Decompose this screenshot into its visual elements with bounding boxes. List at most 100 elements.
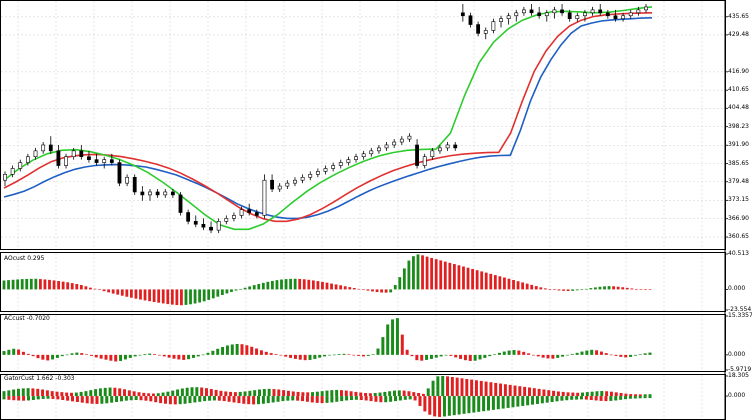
bull-candle: [628, 12, 633, 17]
histogram-bar: [107, 289, 111, 293]
histogram-bar: [470, 379, 474, 397]
histogram-bar: [595, 350, 599, 355]
histogram-bar: [501, 396, 505, 409]
histogram-bar: [65, 354, 69, 356]
histogram-bar: [264, 351, 268, 355]
histogram-bar: [384, 289, 388, 293]
bull-candle: [300, 176, 305, 181]
histogram-bar: [460, 378, 464, 397]
pane-frames: [0, 0, 726, 420]
histogram-bar: [459, 354, 463, 359]
histogram-bar: [168, 396, 172, 405]
histogram-bar: [172, 354, 176, 359]
histogram-bar: [503, 384, 507, 397]
histogram-bar: [366, 289, 370, 291]
histogram-bar: [523, 386, 527, 397]
histogram-bar: [253, 390, 257, 397]
bull-candle: [369, 150, 374, 155]
histogram-bar: [466, 267, 470, 290]
price-tick-label: 435.65: [728, 12, 749, 20]
histogram-bar: [16, 279, 20, 290]
histogram-bar: [302, 279, 306, 290]
histogram-bar: [149, 396, 153, 402]
bull-candle: [392, 141, 397, 146]
histogram-bar: [190, 387, 194, 397]
bear-candle: [109, 159, 114, 163]
price-tick-label: 404.48: [728, 104, 749, 112]
histogram-bar: [232, 396, 236, 403]
histogram-bar: [216, 289, 220, 297]
histogram-bar: [65, 392, 69, 397]
moving-average-line: [3, 17, 653, 220]
histogram-bar: [506, 396, 510, 408]
histogram-bar: [525, 283, 529, 290]
histogram-bar: [138, 354, 142, 356]
histogram-bar: [56, 396, 60, 400]
histogram-bar: [284, 279, 288, 290]
pane-border: [0, 0, 726, 250]
accust-pane[interactable]: [2, 315, 728, 371]
histogram-bar: [502, 351, 506, 355]
histogram-bar: [518, 386, 522, 397]
bull-candle: [499, 18, 503, 22]
bear-candle: [560, 9, 564, 14]
histogram-bar: [198, 396, 202, 402]
pane-border: [0, 252, 726, 312]
bull-candle: [33, 150, 38, 158]
histogram-bar: [325, 282, 329, 290]
histogram-bar: [633, 396, 637, 399]
histogram-bar: [522, 351, 526, 355]
histogram-bar: [26, 353, 30, 355]
bull-candle: [232, 215, 236, 219]
histogram-bar: [202, 289, 206, 302]
aocust-pane[interactable]: [2, 253, 728, 311]
histogram-bar: [98, 289, 101, 291]
histogram-bar: [85, 354, 89, 355]
bear-candle: [254, 212, 259, 216]
histogram-bar: [7, 280, 10, 290]
histogram-bar: [516, 396, 520, 407]
bull-candle: [544, 12, 549, 17]
histogram-bar: [66, 282, 70, 290]
histogram-bar: [407, 260, 411, 290]
price-pane[interactable]: [3, 4, 653, 234]
histogram-bar: [320, 396, 324, 404]
bear-candle: [415, 144, 419, 166]
histogram-bar: [293, 278, 297, 290]
histogram-bar: [545, 396, 549, 403]
accust-label: ACcust -0.7020: [4, 315, 50, 322]
bull-candle: [346, 159, 351, 163]
histogram-bar: [364, 396, 368, 401]
histogram-bar: [376, 348, 380, 355]
histogram-bar: [384, 396, 388, 403]
histogram-bar: [211, 289, 215, 299]
histogram-bar: [61, 396, 65, 401]
histogram-bar: [52, 280, 56, 290]
histogram-bar: [229, 391, 233, 397]
histogram-bar: [348, 287, 352, 290]
histogram-bar: [51, 354, 55, 360]
histogram-bar: [480, 271, 484, 290]
histogram-bar: [644, 289, 647, 291]
histogram-bar: [198, 289, 202, 303]
histogram-bar: [405, 349, 409, 355]
histogram-bar: [584, 288, 588, 290]
histogram-bar: [110, 396, 114, 403]
price-tick-label: 385.65: [728, 159, 749, 167]
histogram-bar: [118, 388, 122, 397]
histogram-bar: [41, 354, 45, 360]
histogram-bar: [22, 396, 26, 401]
histogram-bar: [452, 396, 456, 416]
histogram-bar: [200, 387, 204, 397]
histogram-bar: [619, 396, 623, 400]
histogram-bar: [585, 350, 589, 355]
gatorcust-pane[interactable]: [2, 375, 728, 417]
histogram-bar: [80, 353, 84, 355]
histogram-bar: [548, 289, 552, 290]
histogram-bar: [630, 288, 634, 290]
histogram-bar: [286, 396, 290, 401]
histogram-bar: [550, 396, 554, 402]
histogram-bar: [516, 281, 520, 290]
bear-candle: [170, 191, 175, 196]
bear-candle: [94, 159, 99, 163]
